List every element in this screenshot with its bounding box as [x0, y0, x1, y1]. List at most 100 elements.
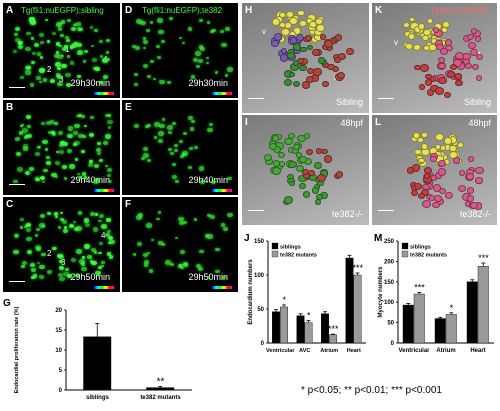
nucleus [138, 212, 144, 218]
bar [434, 318, 446, 344]
bar [146, 387, 175, 391]
nucleus [25, 70, 31, 75]
panel-title: Tg(fli1:nuEGFP);sibling [21, 6, 104, 15]
cell [470, 27, 478, 34]
nucleus [26, 236, 32, 241]
nucleus [59, 217, 65, 222]
genotype-label: Sibling [335, 97, 363, 107]
nucleus [89, 115, 95, 120]
nucleus [32, 52, 37, 56]
nucleus [193, 145, 198, 149]
y-tick-label: 5 [59, 368, 63, 374]
category-label: siblings [86, 395, 109, 401]
genotype-label: te382-/- [459, 209, 491, 219]
nucleus [221, 42, 228, 48]
significance-mark: ** [157, 376, 165, 387]
nucleus [209, 214, 216, 219]
panel-letter: I [245, 117, 248, 128]
cell [424, 78, 433, 86]
nucleus [142, 40, 148, 45]
nucleus [205, 56, 210, 60]
chart-m: 0 50 100 150 200 250 Myocyte numbers Ventricula… [378, 239, 494, 354]
cell [422, 29, 431, 37]
cell [279, 22, 287, 28]
nucleus [99, 159, 104, 163]
nucleus [30, 61, 35, 64]
scale-bar [378, 210, 394, 211]
nucleus [227, 176, 232, 181]
nucleus [155, 45, 160, 49]
cell [417, 23, 426, 31]
nucleus [57, 273, 63, 278]
label-v: v [262, 27, 266, 36]
cell [288, 180, 295, 187]
nucleus [82, 172, 87, 176]
nucleus [175, 236, 179, 240]
cell [457, 184, 467, 193]
nucleus [219, 29, 224, 34]
cell [437, 159, 446, 167]
color-bar [94, 189, 114, 192]
nucleus [59, 265, 65, 270]
cell [300, 46, 307, 53]
nucleus [36, 76, 41, 80]
nucleus [156, 217, 160, 221]
nucleus [33, 43, 39, 48]
nucleus [83, 135, 87, 138]
panel-letter: A [6, 5, 14, 16]
nucleus [13, 249, 19, 254]
cell [302, 168, 309, 175]
nucleus [29, 17, 35, 22]
nucleus [54, 160, 60, 166]
nucleus [52, 31, 57, 36]
cell [409, 17, 416, 23]
cell [336, 71, 346, 79]
nucleus [188, 116, 193, 121]
nucleus [18, 131, 23, 135]
nucleus [199, 249, 204, 254]
nucleus [81, 256, 86, 259]
nucleus [51, 172, 57, 177]
nucleus [14, 37, 20, 42]
cell [423, 44, 431, 52]
cell [467, 195, 475, 202]
cell [438, 62, 447, 70]
nucleus [146, 28, 150, 32]
cell-marker: 3 [59, 75, 64, 84]
cell [287, 52, 295, 59]
nucleus [84, 49, 88, 53]
nucleus [146, 223, 152, 228]
nucleus [59, 44, 63, 48]
nucleus [99, 80, 104, 84]
cell [317, 174, 327, 183]
nucleus [157, 29, 164, 35]
nucleus [84, 176, 88, 179]
timestamp: 29h30min [70, 78, 110, 88]
significance-mark: *** [328, 324, 339, 334]
nucleus [62, 141, 68, 147]
nucleus [161, 242, 166, 246]
nucleus [35, 227, 40, 231]
nucleus [206, 21, 210, 24]
y-axis-label: Endocardial proliferation rate (%) [14, 306, 20, 393]
nucleus [70, 258, 76, 263]
nucleus [210, 180, 217, 185]
nucleus [96, 152, 101, 156]
nucleus [196, 64, 201, 69]
nucleus [31, 37, 35, 40]
nucleus [221, 275, 226, 280]
y-tick-label: 20 [55, 308, 62, 314]
nucleus [158, 139, 163, 143]
nucleus [66, 18, 71, 22]
nucleus [73, 220, 77, 223]
nucleus [136, 241, 142, 247]
nucleus [39, 223, 45, 228]
significance-mark: * [307, 311, 311, 321]
y-axis-label: Myocyte numbers [378, 266, 384, 318]
nucleus [158, 79, 165, 85]
significance-mark: *** [478, 253, 489, 263]
nucleus [24, 225, 28, 229]
nucleus [59, 259, 63, 263]
timestamp: 29h40min [70, 175, 110, 185]
color-bar [212, 286, 232, 289]
